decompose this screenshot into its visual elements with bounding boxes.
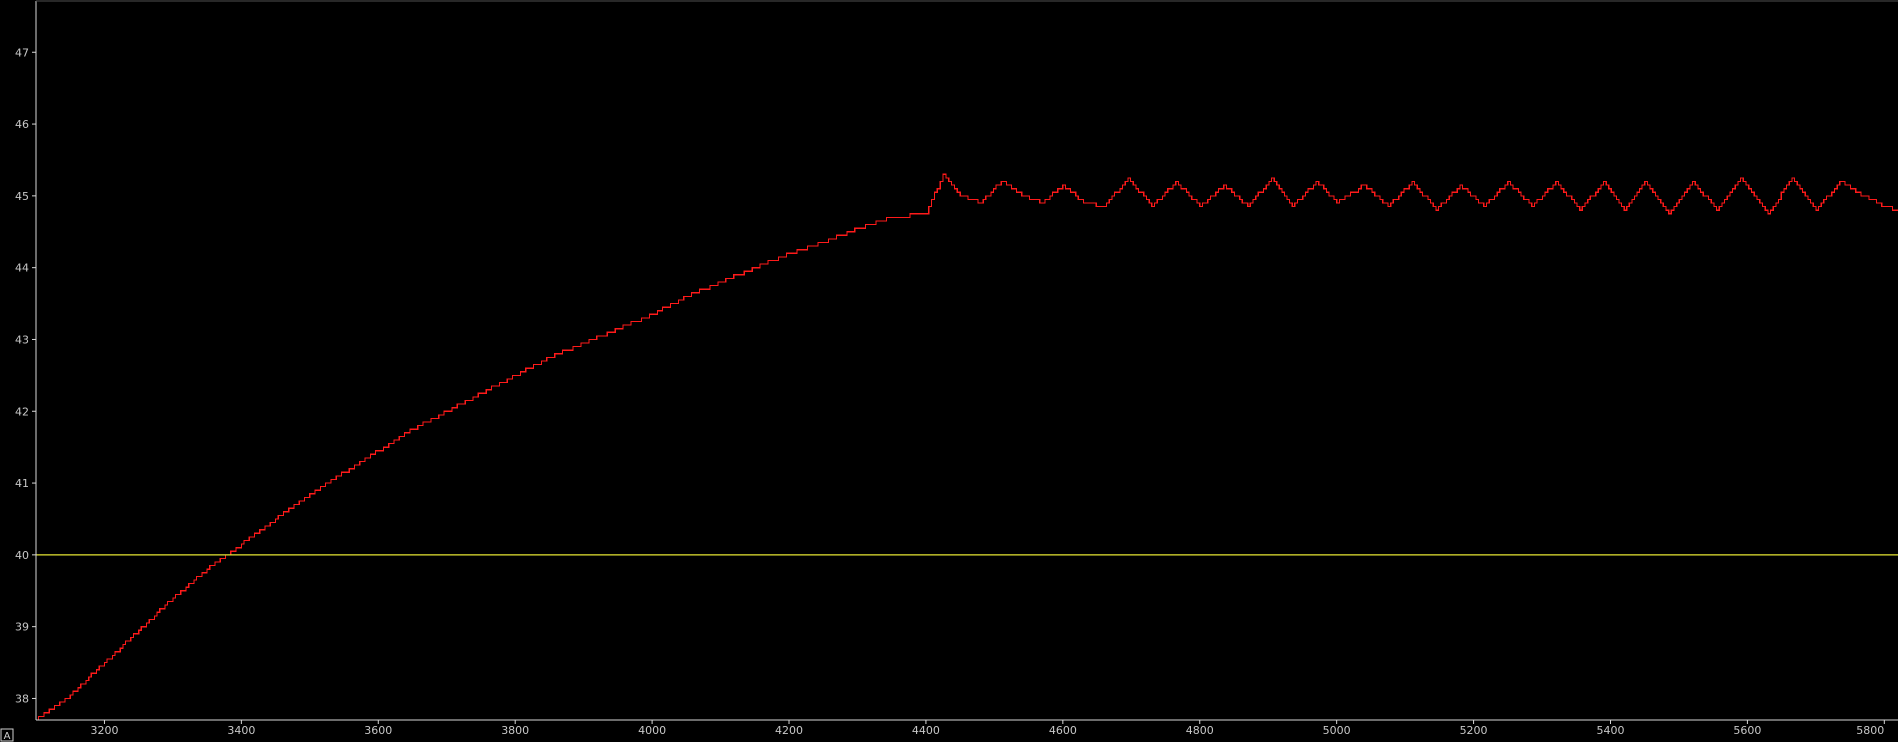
x-tick-label: 5600 (1733, 724, 1761, 737)
x-tick-label: 4800 (1186, 724, 1214, 737)
y-tick-label: 38 (15, 692, 29, 705)
axes-layer (35, 0, 1898, 721)
y-tick-label: 40 (15, 549, 29, 562)
x-tick-label: 5800 (1856, 724, 1884, 737)
ticks-layer: 38 39 40 41 42 43 44 45 46 47 3200 3400 3600 3800 4000… (15, 46, 1885, 737)
corner-badge-frame (0, 728, 14, 742)
y-tick-label: 39 (15, 621, 29, 634)
x-tick-label: 5200 (1460, 724, 1488, 737)
x-tick-label: 5000 (1323, 724, 1351, 737)
y-tick-label: 41 (15, 477, 29, 490)
y-tick-label: 42 (15, 405, 29, 418)
x-tick-label: 4400 (912, 724, 940, 737)
x-tick-label: 3200 (90, 724, 118, 737)
x-tick-label: 4600 (1049, 724, 1077, 737)
x-tick-label: 3400 (227, 724, 255, 737)
y-tick-label: 46 (15, 118, 29, 131)
x-tick-label: 4200 (775, 724, 803, 737)
y-tick-label: 43 (15, 333, 29, 346)
series-layer (36, 173, 1898, 721)
y-tick-label: 44 (15, 262, 29, 275)
x-tick-label: 3800 (501, 724, 529, 737)
corner-badge[interactable]: A (0, 728, 14, 742)
x-tick-label: 3600 (364, 724, 392, 737)
x-tick-label: 5400 (1596, 724, 1624, 737)
series-line-0 (36, 173, 1898, 721)
y-tick-label: 45 (15, 190, 29, 203)
corner-badge-label: A (4, 731, 11, 742)
x-tick-label: 4000 (638, 724, 666, 737)
y-tick-label: 47 (15, 46, 29, 59)
